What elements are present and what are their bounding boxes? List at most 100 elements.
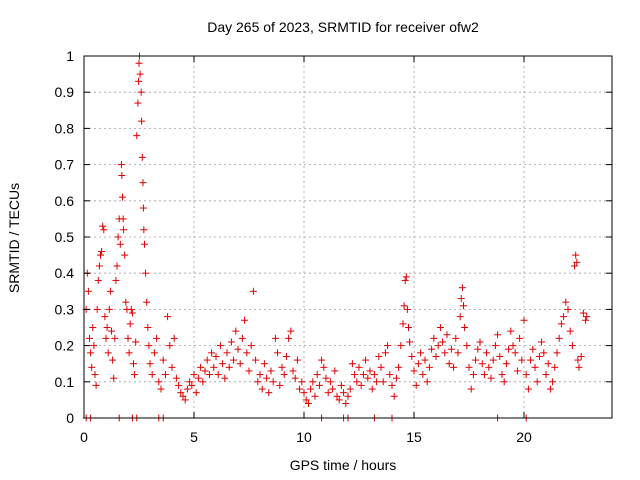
data-points: [82, 52, 591, 422]
data-point: [197, 363, 205, 371]
data-point: [487, 374, 495, 382]
data-point: [172, 374, 180, 382]
data-point: [410, 367, 418, 375]
data-point: [245, 367, 253, 375]
data-point: [366, 367, 374, 375]
data-point: [258, 385, 266, 393]
data-point: [112, 276, 120, 284]
data-point: [155, 378, 163, 386]
data-point: [309, 378, 317, 386]
data-point: [201, 367, 209, 375]
x-tick-label: 20: [516, 429, 532, 445]
data-point: [221, 374, 229, 382]
data-point: [564, 305, 572, 313]
data-point: [500, 378, 508, 386]
data-point: [119, 193, 126, 201]
data-point: [139, 179, 147, 187]
data-point: [572, 251, 580, 259]
data-point: [164, 313, 172, 321]
data-point: [496, 352, 504, 360]
data-point: [402, 273, 410, 281]
data-point: [199, 378, 207, 386]
data-point: [320, 363, 328, 371]
data-point: [212, 352, 220, 360]
data-point: [450, 363, 458, 371]
data-point: [214, 371, 222, 379]
data-point: [298, 378, 306, 386]
data-point: [285, 334, 293, 342]
data-point: [188, 381, 196, 389]
data-point: [92, 381, 100, 389]
data-point: [194, 374, 202, 382]
data-point: [88, 363, 96, 371]
data-point: [322, 374, 330, 382]
data-point: [150, 349, 158, 357]
data-point: [267, 367, 275, 375]
data-point: [315, 381, 323, 389]
data-point: [291, 374, 299, 382]
data-point: [265, 389, 273, 397]
data-point: [138, 117, 146, 125]
data-point: [146, 360, 154, 368]
data-point: [121, 251, 129, 259]
data-point: [566, 327, 574, 335]
data-point: [549, 378, 557, 386]
data-point: [469, 371, 477, 379]
data-point: [403, 305, 411, 313]
data-point: [390, 392, 398, 400]
data-point: [105, 305, 113, 313]
data-point: [557, 320, 565, 328]
data-point: [441, 349, 449, 357]
data-point: [324, 389, 332, 397]
data-point: [116, 240, 124, 248]
data-point: [210, 363, 218, 371]
data-point: [531, 363, 539, 371]
data-point: [238, 334, 246, 342]
data-point: [118, 171, 126, 179]
data-point: [460, 302, 467, 310]
data-point: [300, 389, 308, 397]
data-point: [289, 367, 297, 375]
data-point: [287, 327, 295, 335]
data-point: [551, 363, 559, 371]
data-point: [109, 356, 117, 364]
data-point: [423, 378, 431, 386]
data-point: [177, 389, 185, 397]
data-point: [249, 287, 257, 295]
data-point: [502, 360, 510, 368]
data-point: [340, 389, 348, 397]
data-point: [90, 342, 98, 350]
data-point: [489, 356, 497, 364]
data-point: [260, 360, 268, 368]
y-tick-label: 0.2: [55, 338, 75, 354]
data-point: [520, 316, 528, 324]
data-point: [117, 161, 125, 169]
x-tick-label: 0: [80, 429, 88, 445]
data-point: [555, 334, 563, 342]
data-point: [405, 324, 412, 331]
data-point: [560, 313, 568, 321]
data-point: [485, 363, 493, 371]
data-point: [134, 99, 142, 107]
data-point: [399, 320, 407, 328]
data-point: [94, 276, 102, 284]
data-point: [397, 342, 405, 350]
data-point: [274, 349, 282, 357]
data-point: [573, 258, 581, 266]
data-point: [370, 371, 378, 379]
data-point: [87, 349, 95, 357]
data-point: [278, 363, 286, 371]
data-point: [540, 349, 548, 357]
data-point: [478, 360, 486, 368]
data-point: [474, 345, 482, 353]
data-point: [326, 378, 334, 386]
data-point: [192, 389, 200, 397]
data-point: [140, 226, 148, 234]
data-point: [131, 371, 139, 379]
data-point: [414, 360, 422, 368]
y-tick-label: 0.7: [55, 157, 75, 173]
data-point: [86, 334, 93, 342]
data-point: [538, 338, 546, 346]
data-point: [571, 262, 579, 270]
